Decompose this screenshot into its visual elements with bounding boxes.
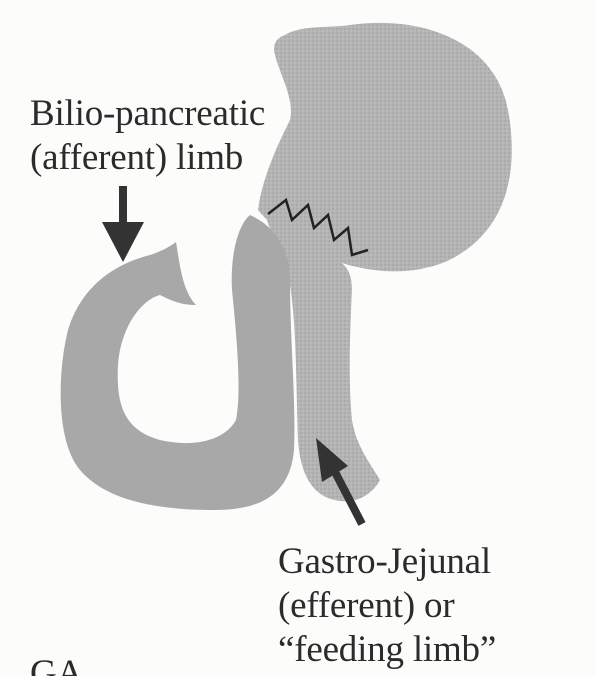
efferent-label-line1: Gastro-Jejunal <box>278 541 491 582</box>
efferent-label-line3: “feeding limb” <box>278 629 497 670</box>
afferent-label-line2: (afferent) limb <box>30 137 244 178</box>
cropped-caption-fragment: GA <box>30 653 84 676</box>
efferent-limb-label: Gastro-Jejunal (efferent) or “feeding li… <box>278 540 496 672</box>
efferent-limb <box>262 205 380 502</box>
gastric-pouch <box>258 22 512 272</box>
anastomosis-staple-line <box>267 197 369 257</box>
afferent-label-line1: Bilio-pancreatic <box>30 93 266 134</box>
afferent-limb <box>60 215 295 510</box>
afferent-arrow <box>102 186 144 262</box>
afferent-limb-label: Bilio-pancreatic (afferent) limb <box>30 92 265 180</box>
efferent-arrow <box>316 438 366 526</box>
efferent-label-line2: (efferent) or <box>278 585 455 626</box>
